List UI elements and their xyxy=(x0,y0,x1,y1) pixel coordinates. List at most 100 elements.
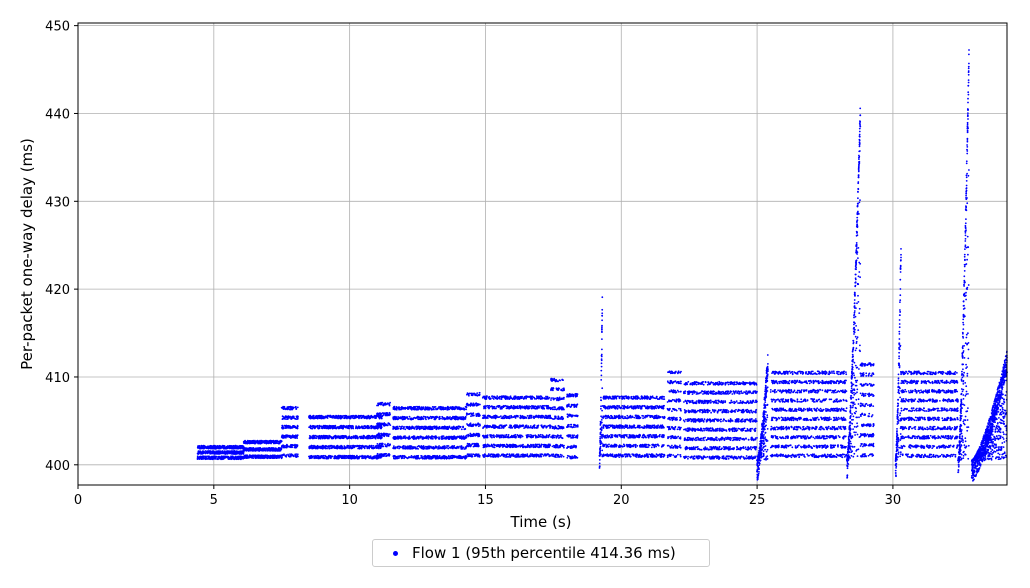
data-point xyxy=(319,437,322,440)
data-point xyxy=(362,445,364,448)
data-point xyxy=(316,415,319,417)
data-point xyxy=(269,457,272,459)
data-point xyxy=(326,436,329,439)
data-point xyxy=(246,456,248,458)
data-point xyxy=(394,408,396,411)
data-point xyxy=(348,427,350,430)
data-point xyxy=(455,415,458,418)
data-point xyxy=(288,435,291,437)
data-point xyxy=(396,457,398,460)
data-point xyxy=(398,436,401,439)
data-point xyxy=(384,403,387,406)
data-point xyxy=(433,418,436,421)
data-point xyxy=(442,417,445,420)
data-point xyxy=(416,455,419,458)
data-point xyxy=(376,424,379,426)
data-point xyxy=(197,457,199,460)
data-point xyxy=(294,405,297,408)
data-point xyxy=(453,435,456,438)
data-point xyxy=(373,447,376,449)
data-point xyxy=(438,445,440,447)
data-point xyxy=(211,455,214,458)
data-point xyxy=(337,435,339,437)
data-point xyxy=(344,426,347,429)
data-point xyxy=(381,454,384,457)
data-point xyxy=(428,457,430,460)
data-point xyxy=(316,454,319,457)
data-point xyxy=(243,449,246,452)
data-point xyxy=(287,453,289,456)
data-point xyxy=(378,455,381,457)
data-point xyxy=(430,436,433,438)
data-point xyxy=(250,456,253,459)
data-point xyxy=(376,434,379,437)
data-point xyxy=(395,416,398,419)
data-point xyxy=(252,447,255,449)
data-point xyxy=(443,457,446,459)
data-point xyxy=(215,447,217,450)
data-point xyxy=(371,437,374,439)
data-point xyxy=(290,416,293,419)
data-point xyxy=(372,457,375,459)
data-point xyxy=(212,447,215,450)
data-point xyxy=(273,440,276,442)
data-point xyxy=(211,458,214,460)
data-point xyxy=(422,407,425,410)
data-point xyxy=(321,427,324,430)
data-point xyxy=(333,455,336,458)
data-point xyxy=(410,407,412,410)
data-point xyxy=(454,426,456,429)
data-point xyxy=(459,408,462,410)
data-point xyxy=(399,455,402,457)
data-point xyxy=(403,436,406,439)
data-point xyxy=(290,418,293,420)
data-point xyxy=(260,449,262,451)
data-point xyxy=(370,427,372,430)
data-point xyxy=(361,436,364,439)
data-point xyxy=(286,415,288,418)
data-point xyxy=(282,436,284,439)
data-point xyxy=(257,449,260,452)
data-point xyxy=(257,454,260,457)
data-point xyxy=(295,418,298,420)
data-point xyxy=(341,445,343,448)
data-point xyxy=(381,423,384,426)
data-point xyxy=(212,450,215,453)
data-point xyxy=(225,447,228,450)
data-point xyxy=(339,416,341,419)
data-point xyxy=(322,455,324,457)
data-point xyxy=(312,426,315,429)
data-point xyxy=(365,416,367,419)
data-point xyxy=(369,435,372,438)
data-point xyxy=(389,443,391,446)
data-point xyxy=(224,447,226,449)
data-point xyxy=(426,436,429,439)
data-point xyxy=(367,445,370,448)
data-point xyxy=(416,445,419,448)
data-point xyxy=(446,416,448,418)
data-point xyxy=(243,447,246,449)
data-point xyxy=(319,445,322,448)
data-point xyxy=(376,443,379,445)
data-point xyxy=(361,457,363,460)
data-point xyxy=(339,445,341,448)
data-point xyxy=(440,456,443,459)
data-point xyxy=(434,445,437,448)
data-point xyxy=(375,445,378,447)
data-point xyxy=(410,406,412,408)
data-point xyxy=(265,440,267,442)
data-point xyxy=(338,454,340,457)
data-point xyxy=(201,445,204,448)
data-point xyxy=(285,446,288,449)
data-point xyxy=(450,406,453,409)
data-point xyxy=(415,456,417,459)
data-point xyxy=(308,437,311,439)
data-point xyxy=(385,453,388,455)
data-point xyxy=(388,422,391,425)
data-point xyxy=(385,455,388,457)
data-point xyxy=(352,444,355,447)
data-point xyxy=(290,443,292,446)
data-point xyxy=(388,433,391,435)
data-point xyxy=(449,418,452,421)
data-point xyxy=(294,445,296,448)
